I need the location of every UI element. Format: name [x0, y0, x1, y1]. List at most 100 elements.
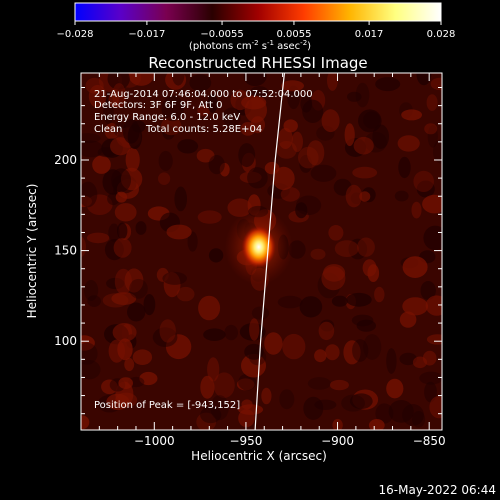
sidelobe-blob: [374, 286, 385, 303]
sidelobe-blob: [375, 403, 394, 424]
sidelobe-blob: [283, 119, 298, 133]
unit-part-2: s: [259, 41, 267, 52]
sidelobe-blob: [386, 378, 404, 399]
sidelobe-blob: [375, 77, 401, 92]
sidelobe-blob: [117, 222, 128, 240]
sidelobe-blob: [241, 95, 267, 110]
sidelobe-blob: [299, 296, 323, 318]
annotation-detectors: Detectors: 3F 6F 9F, Att 0: [94, 100, 222, 111]
sidelobe-blob: [161, 117, 182, 136]
sidelobe-blob: [394, 190, 409, 202]
sidelobe-blob: [398, 156, 411, 179]
sidelobe-blob: [81, 335, 95, 351]
sidelobe-blob: [402, 297, 429, 316]
sidelobe-blob: [127, 302, 146, 322]
sidelobe-blob: [210, 395, 229, 421]
sidelobe-blob: [424, 381, 437, 403]
sidelobe-blob: [298, 146, 319, 169]
sidelobe-blob: [251, 306, 270, 320]
sidelobe-blob: [124, 268, 144, 293]
sidelobe-blob: [296, 195, 322, 216]
sidelobe-blob: [117, 338, 133, 361]
x-axis-label: Heliocentric X (arcsec): [191, 449, 327, 463]
sidelobe-blob: [213, 372, 235, 399]
sidelobe-blob: [135, 221, 147, 235]
sidelobe-blob: [236, 378, 255, 391]
colorbar-unit-label: (photons cm-2 s-1 asec-2): [189, 39, 311, 52]
sidelobe-blob: [302, 99, 324, 124]
sidelobe-blob: [207, 93, 218, 113]
sidelobe-blob: [104, 239, 124, 261]
sidelobe-blob: [363, 334, 382, 360]
sidelobe-blob: [416, 180, 435, 198]
colorbar-tick-label: 0.017: [355, 29, 384, 40]
unit-part-1: -2: [252, 39, 259, 47]
sidelobe-blob: [107, 73, 130, 90]
sidelobe-blob: [306, 140, 325, 166]
sidelobe-blob: [423, 225, 442, 251]
y-tick-label: 200: [54, 153, 77, 167]
sidelobe-blob: [243, 73, 267, 87]
sidelobe-blob: [81, 236, 86, 257]
sidelobe-blob: [331, 295, 348, 307]
sidelobe-blob: [412, 356, 428, 369]
sidelobe-blob: [87, 295, 101, 307]
sidelobe-blob: [238, 143, 256, 168]
sidelobe-blob: [427, 125, 438, 148]
sidelobe-blob: [163, 272, 181, 298]
annotation-time-range: 21-Aug-2014 07:46:04.000 to 07:52:04.000: [94, 89, 313, 100]
sidelobe-blob: [426, 334, 442, 345]
sidelobe-blob: [388, 400, 414, 423]
sidelobe-blob: [433, 139, 442, 164]
sidelobe-blob: [132, 349, 153, 366]
y-axis-label: Heliocentric Y (arcsec): [25, 184, 39, 319]
sidelobe-blob: [111, 292, 137, 305]
sidelobe-blob: [320, 319, 335, 332]
sidelobe-blob: [241, 399, 253, 410]
sidelobe-blob: [197, 104, 211, 116]
annotation-clean: Clean: [94, 124, 122, 135]
image-content: [81, 73, 442, 430]
sidelobe-blob: [128, 73, 155, 86]
sidelobe-blob: [118, 377, 133, 389]
sidelobe-blob: [196, 148, 215, 163]
sidelobe-blob: [334, 240, 359, 257]
sidelobe-blob: [321, 266, 346, 291]
sidelobe-blob: [250, 116, 265, 134]
footer-timestamp: 16-May-2022 06:44: [379, 483, 496, 497]
sidelobe-blob: [114, 203, 137, 222]
unit-part-6: ): [307, 41, 311, 52]
sidelobe-blob: [287, 85, 300, 110]
sidelobe-blob: [280, 187, 300, 202]
sidelobe-blob: [282, 333, 306, 360]
y-tick-label: 150: [54, 244, 77, 258]
sidelobe-blob: [325, 344, 340, 361]
sidelobe-blob: [114, 268, 132, 295]
x-tick-label: −850: [413, 434, 446, 448]
sidelobe-blob: [197, 210, 222, 224]
sidelobe-blob: [328, 225, 344, 241]
sidelobe-blob: [208, 155, 225, 175]
sidelobe-blob: [424, 123, 438, 135]
sidelobe-blob: [196, 412, 217, 430]
unit-part-5: -2: [300, 39, 307, 47]
y-tick-label: 100: [54, 334, 77, 348]
sidelobe-blob: [399, 311, 417, 328]
sidelobe-blob: [264, 332, 283, 355]
sidelobe-blob: [416, 73, 432, 86]
colorbar-tick-label: 0.028: [427, 29, 456, 40]
sidelobe-blob: [86, 232, 110, 244]
sidelobe-blob: [189, 74, 212, 92]
sidelobe-blob: [279, 389, 295, 410]
sidelobe-blob: [357, 237, 375, 257]
plot-frame: [80, 72, 443, 431]
sidelobe-blob: [247, 167, 268, 189]
sidelobe-blob: [430, 77, 442, 91]
sidelobe-blob: [198, 295, 221, 321]
sidelobe-blob: [359, 191, 371, 202]
sidelobe-blob: [171, 73, 185, 86]
sidelobe-blob: [224, 324, 238, 341]
sidelobe-blob: [101, 379, 118, 395]
